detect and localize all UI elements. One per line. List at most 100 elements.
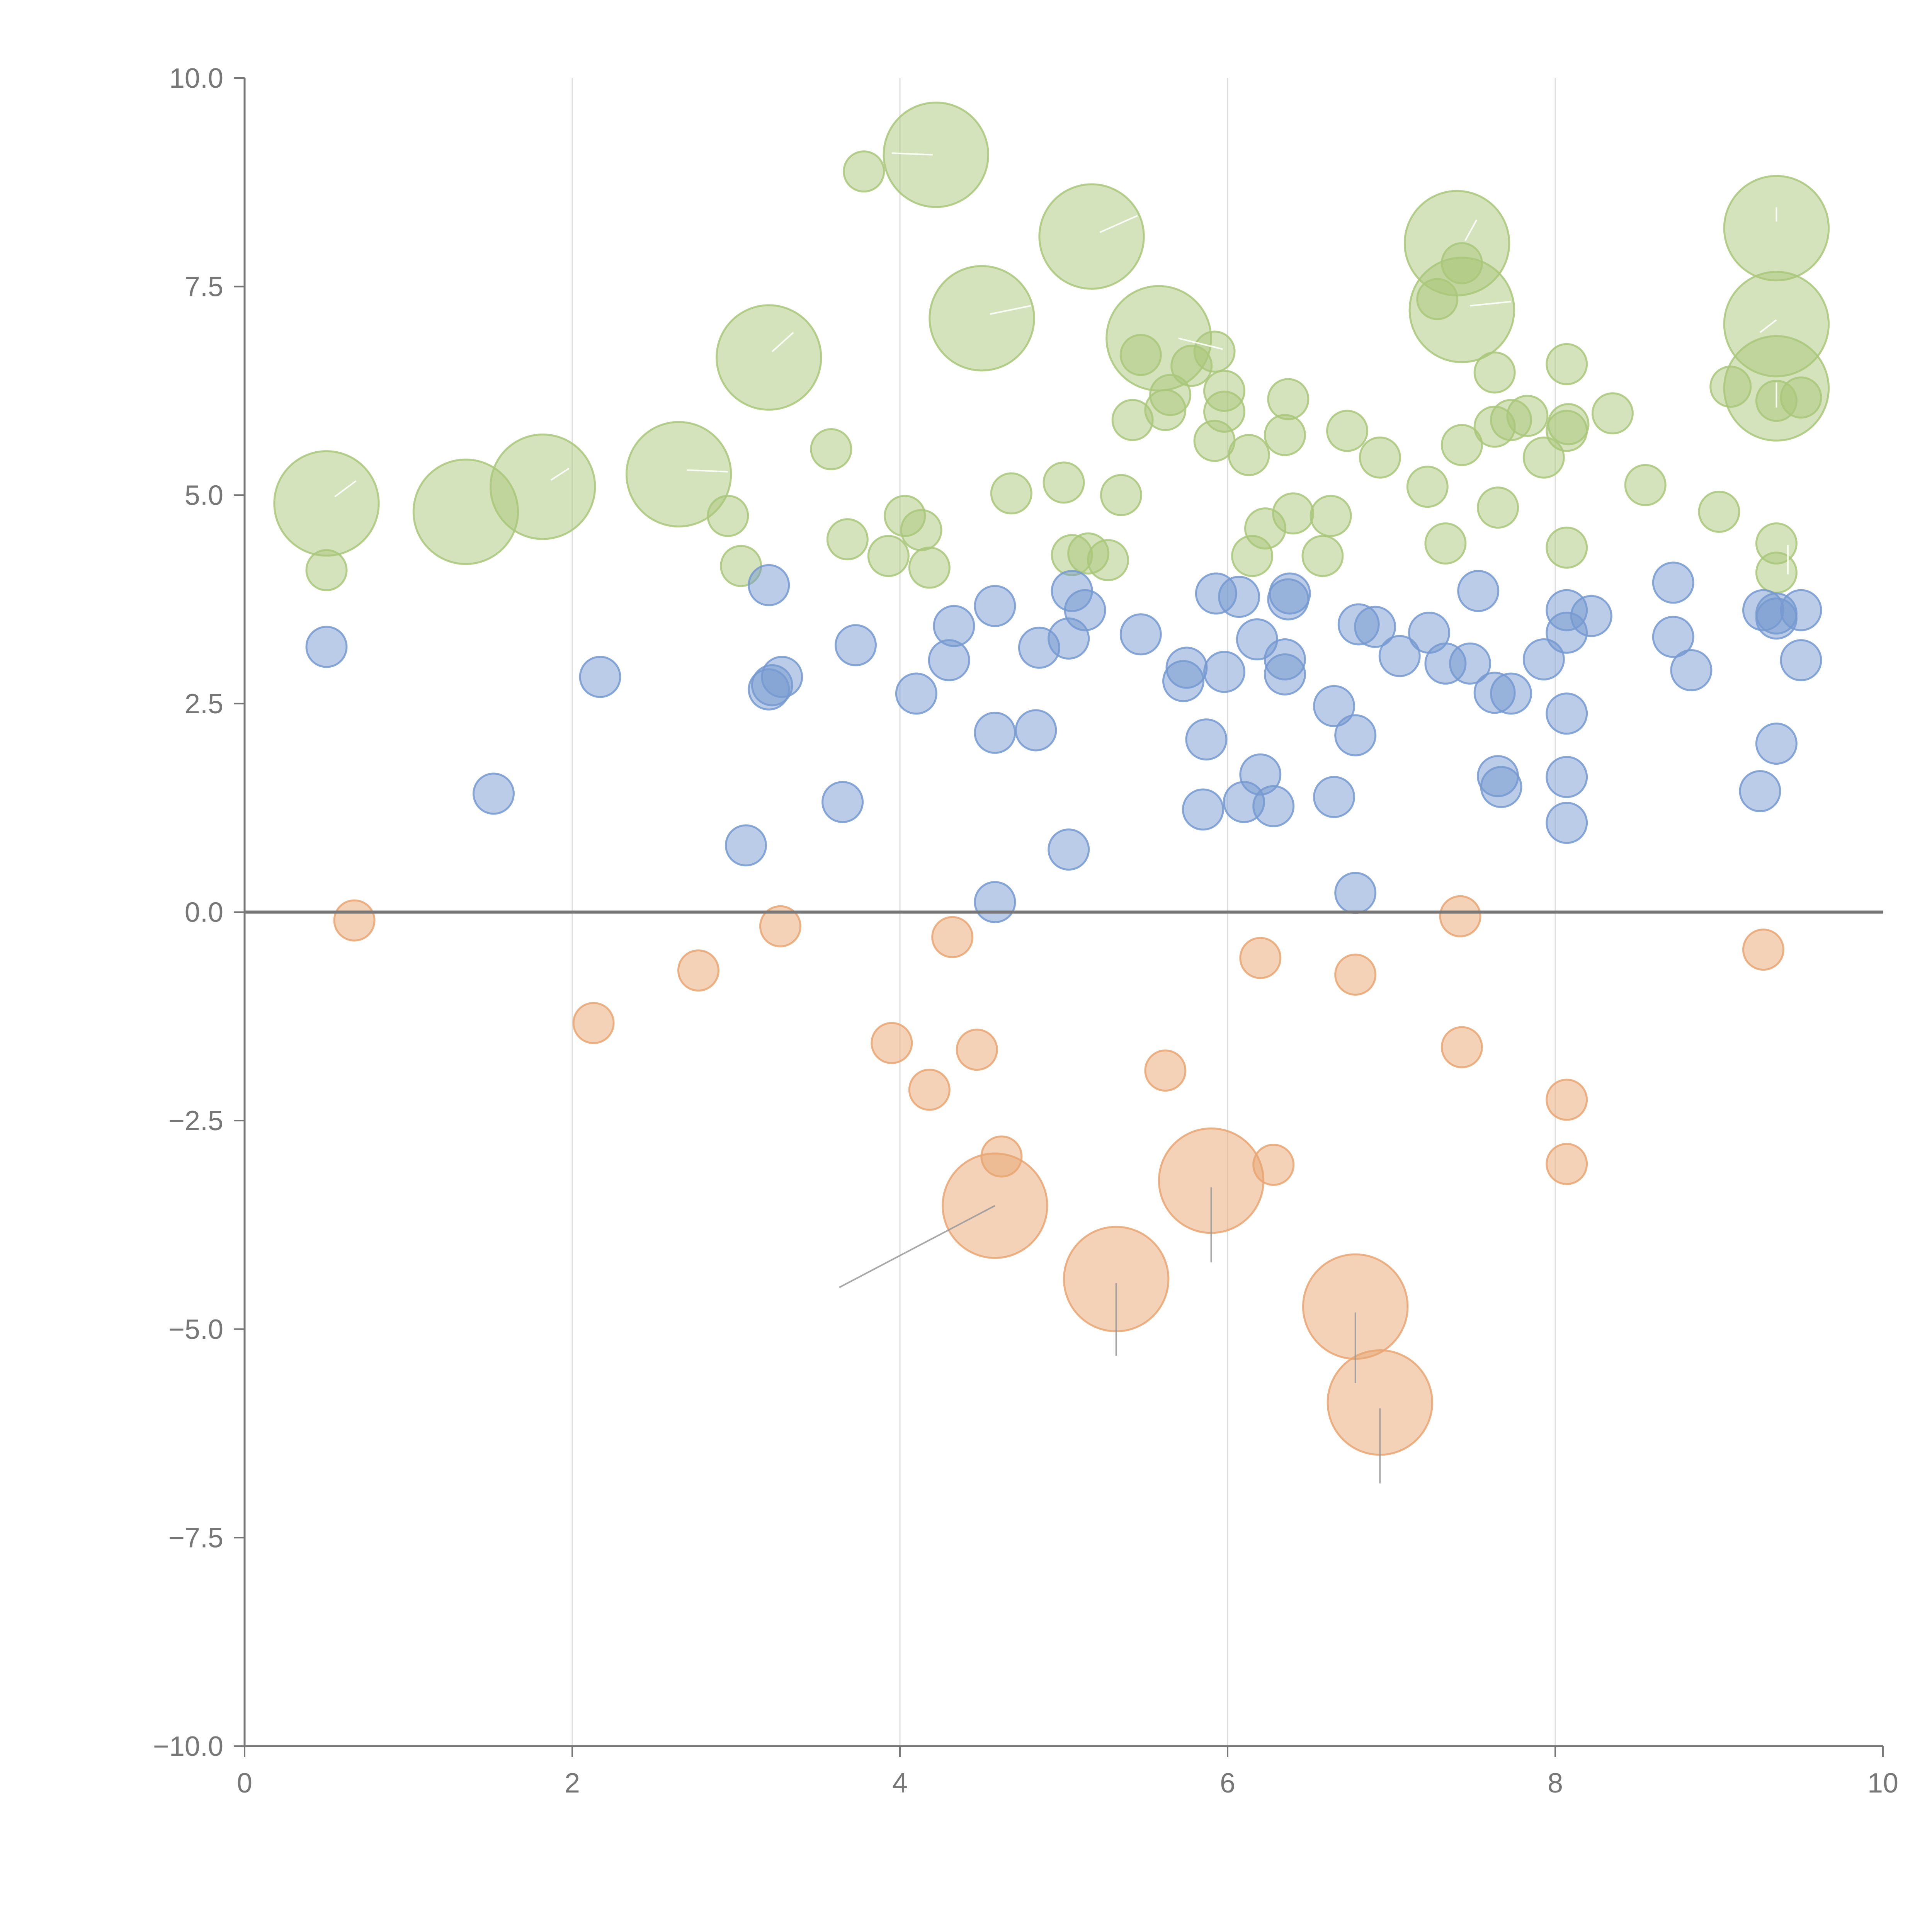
leader-line: [839, 1205, 995, 1288]
blue-bubble: [1218, 576, 1260, 618]
green-bubble: [1591, 392, 1634, 435]
green-bubble: [1755, 551, 1798, 594]
orange-bubble: [1546, 1143, 1588, 1185]
blue-bubble: [761, 656, 803, 698]
green-bubble: [1310, 495, 1352, 537]
leader-line: [1759, 319, 1777, 333]
blue-bubble: [1780, 639, 1822, 682]
orange-bubble: [759, 905, 801, 947]
green-bubble: [1473, 351, 1516, 394]
blue-bubble: [1269, 572, 1311, 615]
orange-bubble: [333, 899, 376, 942]
orange-bubble: [1239, 937, 1282, 979]
green-bubble: [1624, 464, 1667, 506]
axes: [234, 77, 1884, 1757]
blue-bubble: [974, 881, 1016, 923]
blue-bubble: [1570, 595, 1612, 637]
blue-bubble: [1490, 672, 1532, 715]
green-bubble: [273, 450, 380, 557]
green-bubble: [1301, 535, 1344, 577]
green-bubble: [1326, 410, 1369, 452]
green-bubble: [883, 101, 989, 208]
blue-bubble: [1652, 616, 1694, 658]
green-bubble: [489, 433, 596, 540]
blue-bubble: [1755, 722, 1798, 765]
orange-bubble: [871, 1022, 913, 1064]
green-bubble: [1698, 490, 1740, 533]
blue-bubble: [1165, 646, 1208, 689]
blue-bubble: [1264, 638, 1306, 680]
blue-bubble: [1313, 776, 1355, 818]
green-bubble: [1723, 175, 1830, 282]
blue-bubble: [1015, 709, 1057, 752]
bubbles: [273, 101, 1830, 1456]
blue-bubble: [835, 624, 877, 667]
leader-line: [1099, 215, 1138, 233]
green-bubble: [908, 546, 951, 589]
green-bubble: [867, 535, 910, 577]
y-tick-label: −2.5: [168, 1105, 223, 1136]
blue-bubble: [974, 585, 1016, 627]
blue-bubble: [1334, 872, 1377, 914]
blue-bubble: [1739, 770, 1781, 813]
green-bubble: [990, 472, 1032, 515]
leader-line: [550, 468, 570, 481]
blue-bubble: [724, 824, 767, 867]
blue-bubble: [895, 672, 937, 715]
blue-bubble: [1670, 649, 1713, 692]
green-bubble: [625, 421, 732, 527]
green-bubble: [1087, 539, 1129, 582]
blue-bubble: [821, 781, 864, 823]
blue-bubble: [472, 772, 515, 815]
x-tick-label: 4: [892, 1768, 908, 1799]
leader-line: [687, 469, 728, 473]
green-bubble: [843, 150, 885, 193]
blue-bubble: [1185, 718, 1228, 761]
blue-bubble: [1457, 570, 1500, 612]
y-tick-label: 2.5: [185, 689, 223, 719]
green-bubble: [810, 428, 852, 471]
green-bubble: [1440, 424, 1483, 466]
leader-line: [891, 152, 933, 156]
green-bubble: [305, 549, 348, 592]
green-bubble: [1267, 378, 1310, 420]
leader-line: [1470, 301, 1511, 307]
orange-bubble: [980, 1135, 1023, 1178]
green-bubble: [1359, 436, 1401, 479]
blue-bubble: [1546, 692, 1588, 735]
green-bubble: [1477, 486, 1519, 529]
blue-bubble: [1546, 802, 1588, 844]
orange-bubble: [1546, 1078, 1588, 1121]
x-tick-label: 10: [1867, 1768, 1898, 1799]
green-bubble: [900, 509, 942, 551]
leader-line: [1178, 337, 1223, 350]
blue-bubble: [933, 605, 975, 647]
green-bubble: [1203, 390, 1246, 433]
blue-bubble: [748, 564, 790, 606]
y-tick-label: 5.0: [185, 480, 223, 511]
green-bubble: [1264, 414, 1306, 456]
leader-line: [990, 305, 1031, 315]
y-tick-label: −10.0: [153, 1731, 223, 1762]
green-bubble: [707, 495, 749, 537]
leader-lines: [334, 152, 1789, 1484]
orange-bubble: [1252, 1144, 1295, 1186]
blue-bubble: [1780, 589, 1822, 631]
y-tick-label: 7.5: [185, 272, 223, 303]
blue-bubble: [579, 656, 621, 698]
blue-bubble: [1354, 605, 1396, 648]
green-bubble: [1100, 474, 1142, 516]
blue-bubble: [1652, 561, 1694, 604]
blue-bubble: [1203, 651, 1246, 693]
green-bubble: [1424, 522, 1467, 565]
orange-bubble: [1440, 1026, 1483, 1068]
blue-bubble: [1048, 828, 1090, 871]
x-tick-label: 2: [565, 1768, 580, 1799]
green-bubble: [1038, 183, 1145, 290]
blue-bubble: [974, 711, 1016, 754]
green-bubble: [1546, 343, 1588, 385]
blue-bubble: [305, 626, 348, 668]
blue-bubble: [1449, 642, 1492, 685]
